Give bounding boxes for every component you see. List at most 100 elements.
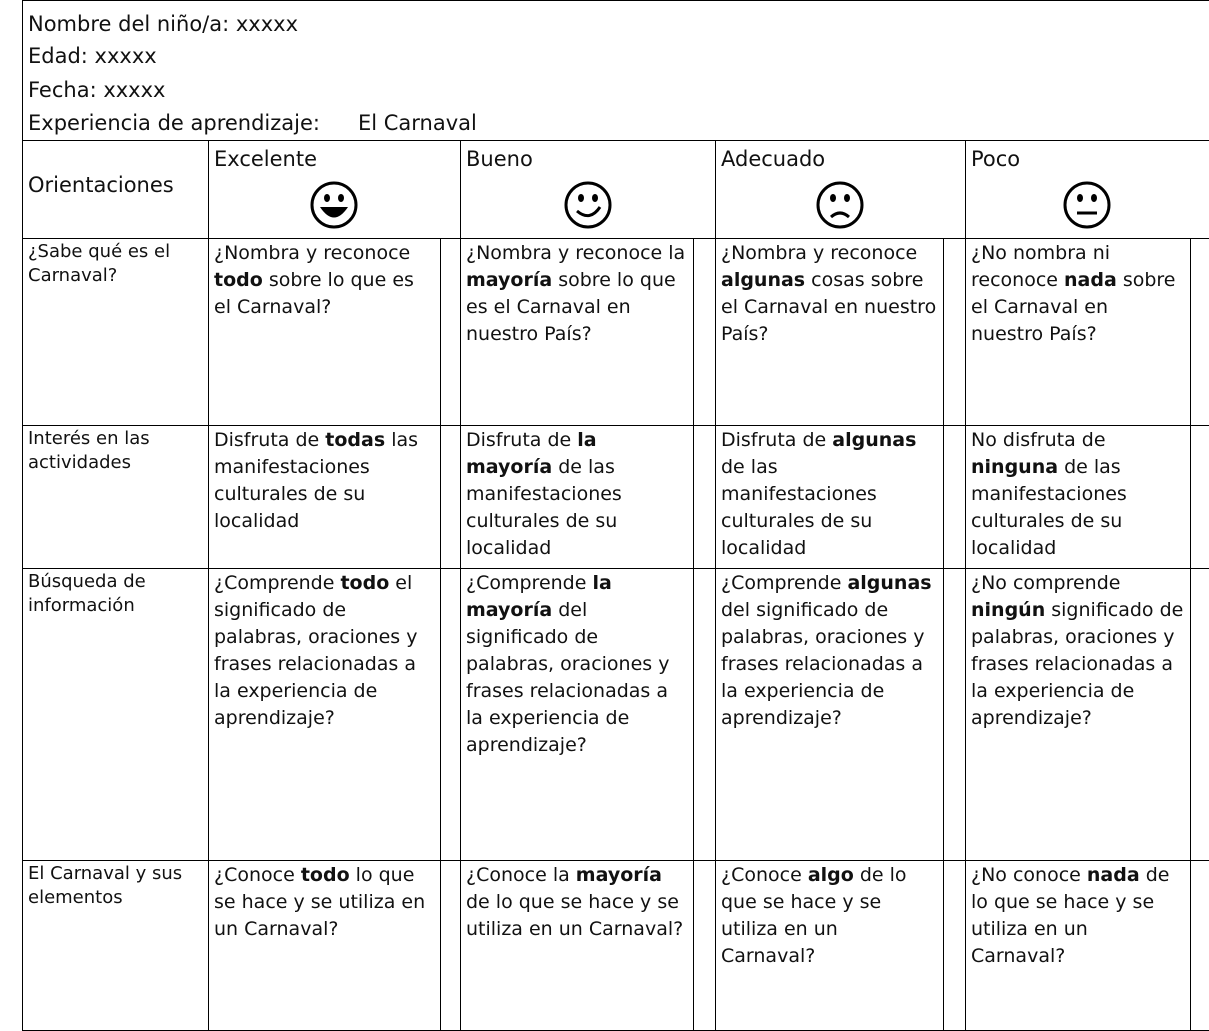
descriptor: ¿Nombra y reconoce la mayoría sobre lo q… — [460, 238, 693, 350]
descriptor-bold: nada — [1064, 269, 1117, 291]
descriptor-before: ¿Nombra y reconoce — [214, 242, 411, 264]
descriptor-before: ¿Comprende — [214, 572, 341, 594]
descriptor: ¿No nombra ni reconoce nada sobre el Car… — [965, 238, 1190, 350]
descriptor: Disfruta de todas las manifestaciones cu… — [208, 425, 440, 537]
descriptor: ¿Comprende la mayoría del significado de… — [460, 568, 693, 761]
cell-border — [943, 238, 966, 426]
descriptor-bold: ningún — [971, 599, 1046, 621]
descriptor: Disfruta de la mayoría de las manifestac… — [460, 425, 693, 564]
descriptor-before: ¿No nombra ni reconoce — [971, 242, 1111, 291]
descriptor-after: significado de palabras, oraciones y fra… — [971, 599, 1184, 729]
descriptor: ¿Conoce algo de lo que se hace y se util… — [715, 860, 943, 972]
criterion: ¿Sabe qué es el Carnaval? — [28, 241, 171, 286]
descriptor-bold: mayoría — [575, 864, 662, 886]
descriptor-before: ¿Conoce — [721, 864, 808, 886]
criterion: Interés en las actividades — [28, 428, 150, 473]
descriptor-bold: la mayoría — [466, 429, 597, 478]
descriptor-bold: ninguna — [971, 456, 1059, 478]
descriptor-bold: la mayoría — [466, 572, 612, 621]
descriptor-before: ¿Conoce la — [466, 864, 576, 886]
descriptor: Disfruta de algunas de las manifestacion… — [715, 425, 943, 564]
descriptor: ¿No comprende ningún significado de pala… — [965, 568, 1190, 734]
cell-border — [1190, 425, 1209, 569]
descriptor: ¿Nombra y reconoce todo sobre lo que es … — [208, 238, 440, 323]
descriptor-bold: todo — [300, 864, 350, 886]
descriptor: ¿Nombra y reconoce algunas cosas sobre e… — [715, 238, 943, 350]
descriptor-before: ¿No comprende — [971, 572, 1121, 594]
cell-border — [440, 568, 461, 861]
smiley-icon — [816, 181, 864, 229]
descriptor: ¿Comprende todo el significado de palabr… — [208, 568, 440, 734]
cell-border — [1190, 860, 1209, 1031]
descriptor-bold: algunas — [832, 429, 917, 451]
level-label: Excelente — [214, 147, 318, 171]
experience-label: Experiencia de aprendizaje: — [28, 111, 320, 135]
descriptor-after: de las manifestaciones culturales de su … — [466, 456, 622, 559]
cell-border — [693, 860, 716, 1031]
criterion: Búsqueda de información — [28, 571, 146, 616]
descriptor: ¿Comprende algunas del significado de pa… — [715, 568, 943, 734]
cell-border — [1190, 238, 1209, 426]
descriptor: ¿Conoce la mayoría de lo que se hace y s… — [460, 860, 693, 945]
descriptor-before: ¿Comprende — [466, 572, 593, 594]
cell-border — [440, 238, 461, 426]
cell-border — [693, 568, 716, 861]
descriptor-after: lo que se hace y se utiliza en un Carnav… — [214, 864, 426, 940]
level-label: Poco — [971, 147, 1021, 171]
cell-border — [943, 860, 966, 1031]
corner-label: Orientaciones — [28, 173, 174, 197]
descriptor-after: sobre el Carnaval en nuestro País? — [971, 269, 1176, 345]
descriptor-bold: algo — [807, 864, 854, 886]
descriptor-after: sobre lo que es el Carnaval en nuestro P… — [466, 269, 676, 345]
descriptor-before: ¿Nombra y reconoce — [721, 242, 918, 264]
cell-border — [693, 238, 716, 426]
level-label: Adecuado — [721, 147, 826, 171]
descriptor-bold: mayoría — [466, 269, 553, 291]
descriptor-before: Disfruta de — [214, 429, 326, 451]
cell-border — [1190, 568, 1209, 861]
descriptor-bold: todas — [325, 429, 386, 451]
descriptor-before: ¿No conoce — [971, 864, 1087, 886]
descriptor-bold: todo — [340, 572, 390, 594]
descriptor-after: del significado de palabras, oraciones y… — [466, 599, 670, 756]
descriptor-after: el significado de palabras, oraciones y … — [214, 572, 418, 729]
descriptor-after: del significado de palabras, oraciones y… — [721, 599, 925, 729]
level-label: Bueno — [466, 147, 533, 171]
descriptor-after: de las manifestaciones culturales de su … — [971, 456, 1127, 559]
experience-row: Experiencia de aprendizaje: El Carnaval — [28, 109, 477, 137]
smiley-icon — [1063, 181, 1111, 229]
smiley-icon — [564, 181, 611, 229]
cell-border — [943, 568, 966, 861]
descriptor-after: de las manifestaciones culturales de su … — [721, 456, 877, 559]
descriptor-after: cosas sobre el Carnaval en nuestro País? — [721, 269, 937, 345]
descriptor-before: ¿Nombra y reconoce la — [466, 242, 686, 264]
descriptor-after: de lo que se hace y se utiliza en un Car… — [466, 891, 684, 940]
cell-border — [440, 860, 461, 1031]
cell-border — [943, 425, 966, 569]
descriptor-before: Disfruta de — [721, 429, 833, 451]
date: Fecha: xxxxx — [28, 78, 166, 102]
descriptor-bold: algunas — [721, 269, 806, 291]
cell-border — [440, 425, 461, 569]
descriptor-bold: todo — [214, 269, 263, 291]
descriptor-after: sobre lo que es el Carnaval? — [214, 269, 414, 318]
descriptor-after: de lo que se hace y se utiliza en un Car… — [971, 864, 1170, 967]
descriptor-after: las manifestaciones culturales de su loc… — [214, 429, 419, 532]
descriptor-before: ¿Comprende — [721, 572, 848, 594]
descriptor-before: ¿Conoce — [214, 864, 301, 886]
smiley-icon — [310, 181, 358, 229]
child-name: Nombre del niño/a: xxxxx — [28, 12, 299, 36]
descriptor: ¿Conoce todo lo que se hace y se utiliza… — [208, 860, 440, 945]
experience: El Carnaval — [357, 111, 477, 135]
age: Edad: xxxxx — [28, 44, 157, 68]
descriptor: No disfruta de ninguna de las manifestac… — [965, 425, 1190, 564]
descriptor-before: Disfruta de — [466, 429, 578, 451]
descriptor-after: de lo que se hace y se utiliza en un Car… — [721, 864, 907, 967]
descriptor-bold: nada — [1086, 864, 1140, 886]
criterion: El Carnaval y sus elementos — [28, 863, 183, 908]
descriptor-bold: algunas — [847, 572, 932, 594]
descriptor: ¿No conoce nada de lo que se hace y se u… — [965, 860, 1190, 972]
descriptor-before: No disfruta de — [971, 429, 1106, 451]
cell-border — [693, 425, 716, 569]
